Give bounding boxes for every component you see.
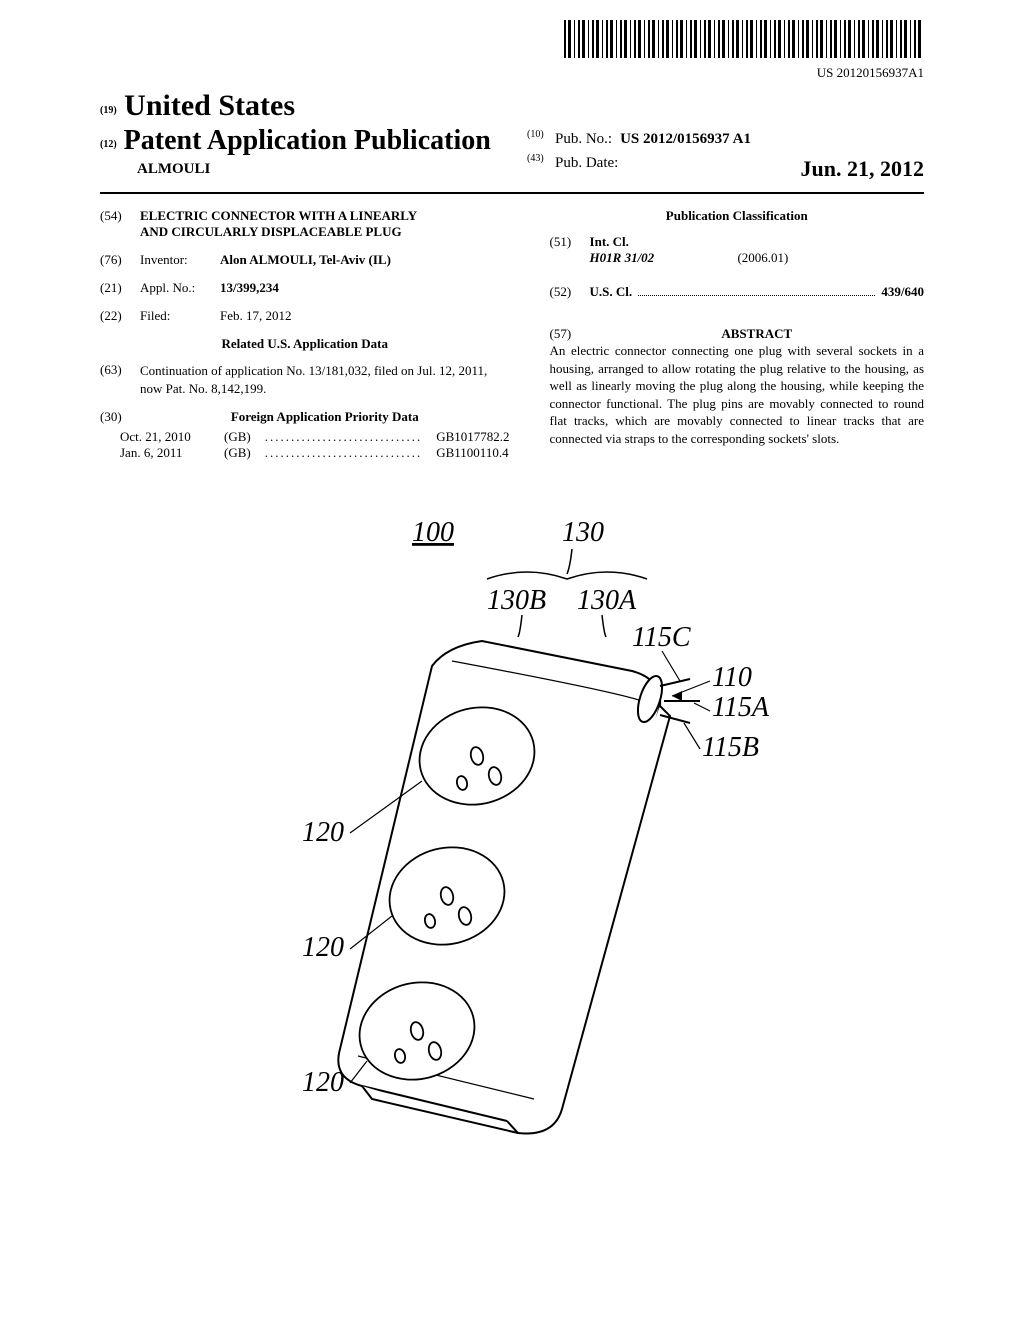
code-21: (21) (100, 280, 140, 296)
code-63: (63) (100, 362, 140, 397)
ref-130B: 130B (487, 585, 546, 616)
barcode-block: US 20120156937A1 (100, 20, 924, 81)
related-data-heading: Related U.S. Application Data (100, 336, 510, 352)
pubno-label: Pub. No.: (555, 127, 612, 151)
foreign-date: Oct. 21, 2010 (120, 429, 210, 445)
patent-figure: 100 130 130B 130A (100, 501, 924, 1146)
code-19: (19) (100, 105, 117, 116)
invention-title: ELECTRIC CONNECTOR WITH A LINEARLY AND C… (140, 208, 420, 240)
dots-leader (638, 284, 875, 296)
ref-100: 100 (412, 517, 454, 548)
foreign-dots: .............................. (265, 445, 423, 461)
ref-115B: 115B (702, 732, 759, 763)
foreign-num: GB1100110.4 (436, 445, 508, 461)
continuation-text: Continuation of application No. 13/181,0… (140, 362, 510, 397)
foreign-priority-table: Oct. 21, 2010 (GB) .....................… (120, 429, 510, 461)
code-30: (30) (100, 409, 140, 425)
inventor-label: Inventor: (140, 252, 220, 268)
code-12: (12) (100, 139, 117, 150)
pub-type: Patent Application Publication (124, 125, 491, 156)
ref-120: 120 (302, 817, 344, 848)
uscl-value: 439/640 (881, 284, 924, 300)
ref-130A: 130A (577, 585, 637, 616)
appl-value: 13/399,234 (220, 280, 279, 296)
filed-label: Filed: (140, 308, 220, 324)
pub-classification-heading: Publication Classification (550, 208, 924, 224)
ref-120: 120 (302, 1067, 344, 1098)
header-separator (100, 192, 924, 194)
filed-value: Feb. 17, 2012 (220, 308, 292, 324)
abstract-text: An electric connector connecting one plu… (550, 342, 924, 447)
inventor-value: Alon ALMOULI, Tel-Aviv (IL) (220, 252, 391, 268)
intcl-date: (2006.01) (737, 250, 788, 265)
intcl-symbol: H01R 31/02 (590, 250, 655, 265)
code-51: (51) (550, 234, 590, 266)
foreign-cc: (GB) (224, 445, 251, 461)
foreign-date: Jan. 6, 2011 (120, 445, 210, 461)
barcode-text: US 20120156937A1 (100, 65, 924, 81)
country: United States (124, 89, 295, 122)
foreign-num: GB1017782.2 (436, 429, 509, 445)
code-22: (22) (100, 308, 140, 324)
intcl-label: Int. Cl. (590, 234, 789, 250)
pubdate-label: Pub. Date: (555, 151, 618, 186)
code-10: (10) (527, 127, 555, 151)
pubdate-value: Jun. 21, 2012 (801, 151, 924, 186)
ref-110: 110 (712, 662, 752, 693)
foreign-dots: .............................. (265, 429, 423, 445)
code-52: (52) (550, 284, 590, 300)
inventor-surname: ALMOULI (137, 161, 497, 178)
ref-115C: 115C (632, 622, 691, 653)
code-43: (43) (527, 151, 555, 186)
code-54: (54) (100, 208, 140, 240)
ref-115A: 115A (712, 692, 770, 723)
code-57: (57) (550, 326, 590, 342)
ref-120: 120 (302, 932, 344, 963)
appl-label: Appl. No.: (140, 280, 220, 296)
abstract-heading: ABSTRACT (590, 326, 924, 342)
ref-130: 130 (562, 517, 604, 548)
uscl-label: U.S. Cl. (590, 284, 633, 300)
code-76: (76) (100, 252, 140, 268)
barcode-graphic (564, 20, 924, 58)
pubno-value: US 2012/0156937 A1 (620, 127, 751, 151)
foreign-cc: (GB) (224, 429, 251, 445)
foreign-priority-heading: Foreign Application Priority Data (140, 409, 510, 425)
